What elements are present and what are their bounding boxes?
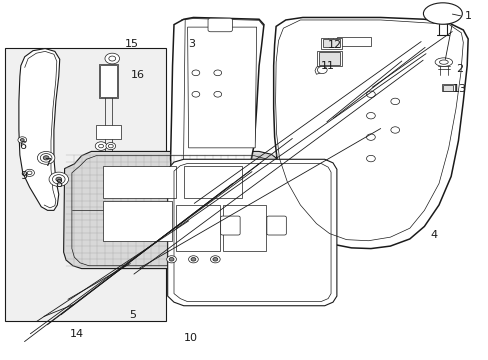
Text: 1: 1: [464, 12, 471, 21]
Bar: [5, 48, 165, 321]
Circle shape: [166, 256, 176, 263]
Text: 13: 13: [451, 84, 466, 94]
Ellipse shape: [43, 156, 49, 160]
Circle shape: [366, 91, 374, 98]
Circle shape: [105, 53, 119, 64]
Polygon shape: [170, 18, 264, 196]
Polygon shape: [19, 49, 60, 210]
Text: 6: 6: [19, 141, 26, 151]
Polygon shape: [187, 27, 256, 148]
Circle shape: [390, 127, 399, 133]
Bar: [176, 205, 220, 251]
Text: 8: 8: [55, 179, 62, 189]
Bar: [103, 202, 171, 241]
Circle shape: [317, 66, 326, 73]
Circle shape: [213, 91, 221, 97]
Text: 9: 9: [20, 171, 28, 181]
Bar: [318, 52, 340, 64]
Circle shape: [212, 257, 217, 261]
Polygon shape: [273, 18, 467, 249]
Circle shape: [169, 257, 174, 261]
Circle shape: [366, 134, 374, 140]
Text: 7: 7: [44, 158, 51, 168]
Ellipse shape: [423, 3, 461, 24]
Bar: [317, 51, 341, 66]
Circle shape: [390, 98, 399, 105]
Circle shape: [191, 257, 196, 261]
Circle shape: [192, 91, 200, 97]
Bar: [322, 39, 340, 48]
Circle shape: [366, 156, 374, 162]
Text: 11: 11: [321, 61, 334, 71]
Text: 4: 4: [429, 230, 437, 240]
Ellipse shape: [439, 60, 447, 64]
Circle shape: [27, 171, 32, 175]
Circle shape: [99, 144, 103, 148]
Ellipse shape: [56, 177, 61, 181]
Polygon shape: [63, 152, 282, 269]
Text: 10: 10: [183, 333, 198, 343]
Polygon shape: [167, 159, 336, 306]
Circle shape: [109, 56, 116, 61]
FancyBboxPatch shape: [266, 216, 286, 235]
Bar: [100, 64, 116, 97]
Ellipse shape: [52, 175, 65, 184]
Ellipse shape: [434, 58, 452, 66]
Bar: [96, 125, 120, 139]
Bar: [99, 64, 118, 98]
Circle shape: [366, 112, 374, 119]
Text: 14: 14: [70, 329, 83, 339]
Text: 2: 2: [455, 64, 462, 74]
Bar: [222, 205, 266, 251]
Circle shape: [213, 70, 221, 76]
Ellipse shape: [37, 152, 55, 164]
Text: 12: 12: [327, 40, 341, 50]
Circle shape: [20, 139, 24, 141]
Bar: [103, 166, 176, 198]
Circle shape: [188, 256, 198, 263]
Circle shape: [108, 144, 113, 148]
FancyBboxPatch shape: [207, 18, 232, 32]
Text: 5: 5: [129, 310, 136, 320]
Circle shape: [192, 70, 200, 76]
Bar: [441, 84, 454, 91]
Ellipse shape: [40, 154, 52, 162]
Text: 3: 3: [188, 39, 195, 49]
Polygon shape: [336, 37, 370, 46]
Ellipse shape: [49, 172, 68, 186]
Circle shape: [95, 142, 107, 150]
Circle shape: [18, 137, 27, 143]
Circle shape: [210, 256, 220, 263]
Circle shape: [25, 169, 34, 176]
Circle shape: [106, 143, 116, 150]
Bar: [321, 38, 341, 49]
Text: 16: 16: [130, 69, 144, 80]
Bar: [183, 166, 242, 198]
Bar: [443, 85, 452, 91]
Text: 15: 15: [124, 39, 139, 49]
FancyBboxPatch shape: [220, 216, 240, 235]
